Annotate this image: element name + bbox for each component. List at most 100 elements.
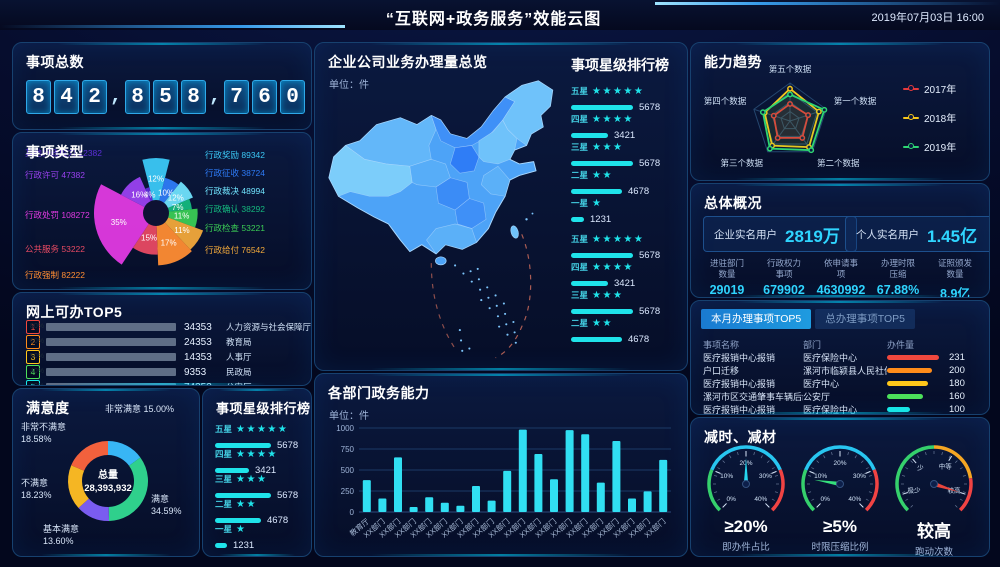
south-sea-islands <box>454 212 534 352</box>
panel-online-top5: 网上可办TOP5 1 80% 34353 人力资源与社会保障厅 2 60% 24353 教育局… <box>12 292 312 386</box>
gauge-hub <box>742 480 750 488</box>
gauge-minor-tick <box>959 498 963 501</box>
gauge-tick-label: 40% <box>848 496 861 503</box>
radar-point <box>787 85 793 92</box>
stat-label-line2: 压缩 <box>889 269 907 279</box>
star-value: 5678 <box>277 490 299 501</box>
satisfaction-label-name: 满意 <box>151 494 170 504</box>
tab-total-top5[interactable]: 总办理事项TOP5 <box>815 309 915 329</box>
star-bar <box>215 518 261 523</box>
star-level-label: 二星 <box>215 499 233 509</box>
star-value: 5678 <box>639 102 661 113</box>
legend-label: 2019年 <box>924 143 957 154</box>
digit-box: 2 <box>82 80 107 114</box>
star-icons: ★★ <box>592 170 613 181</box>
legend-label: 2018年 <box>924 114 957 125</box>
star-group-bar-row: 4678 <box>571 334 673 345</box>
table-row: 漯河市区交通肇事车辆后续处...公安厅 160 <box>703 390 979 403</box>
bar <box>518 429 527 512</box>
star-group-header: 二星 ★★ <box>571 165 673 183</box>
nine-dash-line <box>495 234 532 359</box>
legend-item[interactable]: 2017年 <box>903 81 956 96</box>
star-level-label: 三星 <box>571 142 589 152</box>
dept-name: 人力资源与社会保障厅 <box>226 322 312 332</box>
stat-label: 办理时限 压缩 <box>870 258 926 280</box>
star-group-header: 二星 ★★ <box>215 494 311 512</box>
volume-bar <box>887 381 928 386</box>
gauge-minor-tick <box>948 455 951 459</box>
type-label: 行政奖励 89342 <box>205 150 265 160</box>
dept-name: 民政局 <box>226 367 252 377</box>
item-name: 医疗报销中心报销 <box>703 353 776 363</box>
satisfaction-label-percent: 18.23% <box>21 490 52 500</box>
star-group-bar-row: 4678 <box>215 515 311 526</box>
star-group-bar-row: 1231 <box>215 540 311 551</box>
gauge-tick-label: 10% <box>720 473 733 480</box>
legend-item[interactable]: 2019年 <box>903 139 956 154</box>
star-group-bar-row: 5678 <box>571 250 673 261</box>
star-group: 三星 ★★★ 5678 <box>571 285 673 317</box>
gauge-minor-tick <box>868 475 872 477</box>
rose-slice <box>142 157 170 213</box>
enterprise-users-label: 企业实名用户 <box>714 228 777 241</box>
gauge-tick-label: 10% <box>814 473 827 480</box>
dept-name: 公安厅 <box>803 392 831 402</box>
gauge-minor-tick <box>771 467 775 470</box>
gauge-minor-tick <box>865 467 869 470</box>
radar-point <box>759 109 766 116</box>
taiwan-island <box>510 225 519 239</box>
gauge-major-tick <box>771 470 777 474</box>
rose-percent-label: 11% <box>174 212 189 221</box>
star-group-bar-row: 5678 <box>571 158 673 169</box>
star-group: 四星 ★★★★ 3421 <box>215 444 311 476</box>
legend-item[interactable]: 2018年 <box>903 110 956 125</box>
bar-value: 9353 <box>184 366 207 378</box>
bar-value: 24353 <box>184 336 212 348</box>
type-label: 行政征收 38724 <box>205 168 265 178</box>
satisfaction-label-name: 不满意 <box>21 478 49 488</box>
star-value: 5678 <box>639 306 661 317</box>
personal-users-value: 1.45亿 <box>927 226 978 246</box>
panel-title: 满意度 <box>26 400 70 416</box>
rose-slice <box>94 184 156 265</box>
radar-series <box>772 102 810 139</box>
star-value: 3421 <box>255 465 277 476</box>
personal-users-label: 个人实名用户 <box>856 228 919 241</box>
star-group-header: 四星 ★★★★ <box>571 257 673 275</box>
stat-label-line1: 依申请事 <box>823 258 858 268</box>
panel-gauges: 减时、减材 0%10%20%30%40%≥20%即办件占比0%10%20%30%… <box>690 417 990 557</box>
stat-value: 67.88% <box>876 283 920 297</box>
star-icons: ★★★ <box>592 290 624 301</box>
volume-value: 100 <box>949 404 965 415</box>
gauge-minor-tick <box>717 498 721 501</box>
province-patches <box>328 80 553 254</box>
satisfaction-total-value: 28,393,932 <box>84 483 132 494</box>
column-header: 部门 <box>803 340 822 350</box>
satisfaction-label-percent: 34.59% <box>151 506 182 516</box>
gauge-hub <box>836 480 844 488</box>
bar <box>612 441 621 512</box>
bar <box>503 470 512 512</box>
stat-label-line1: 办理时限 <box>880 258 915 268</box>
star-icons: ★ <box>236 524 247 535</box>
star-value: 5678 <box>277 440 299 451</box>
panel-title: 企业公司业务办理量总览 <box>328 54 488 70</box>
dept-capacity-bar-chart: 02505007501000教育厅XX部门XX部门XX部门XX部门XX部门XX部… <box>336 424 671 540</box>
star-bar <box>571 105 633 110</box>
star-bar <box>215 443 271 448</box>
satisfaction-labels: 非常满意 15.00% 满意 34.59% 基本满意 13.60% 不满意 18.23% 非常… <box>13 389 199 556</box>
donut-slice <box>68 465 89 509</box>
panel-satisfaction: 满意度 总量 28,393,932 非常满意 15.00% 满意 34.59% 基本满… <box>12 388 200 557</box>
tab-month-top5[interactable]: 本月办理事项TOP5 <box>701 309 812 329</box>
personal-users-box: 个人实名用户 1.45亿 <box>845 216 989 252</box>
star-bar <box>215 468 249 473</box>
y-tick-label: 0 <box>350 508 355 517</box>
gauge-major-tick <box>859 503 864 508</box>
star-icons: ★★ <box>592 318 613 329</box>
map-unit-label: 单位：件 <box>329 80 369 91</box>
rank-badge: 3 <box>26 350 40 364</box>
star-group-header: 二星 ★★ <box>571 313 673 331</box>
gauge-arc <box>710 445 782 471</box>
panel-ability-trend: 能力趋势 第一个数据 第二个数据 第三个数据 第四个数据 第五个数据 2017年 2018… <box>690 42 990 181</box>
table-row: 户口迁移 漯河市临颍县人民社保... 200 <box>703 364 979 377</box>
